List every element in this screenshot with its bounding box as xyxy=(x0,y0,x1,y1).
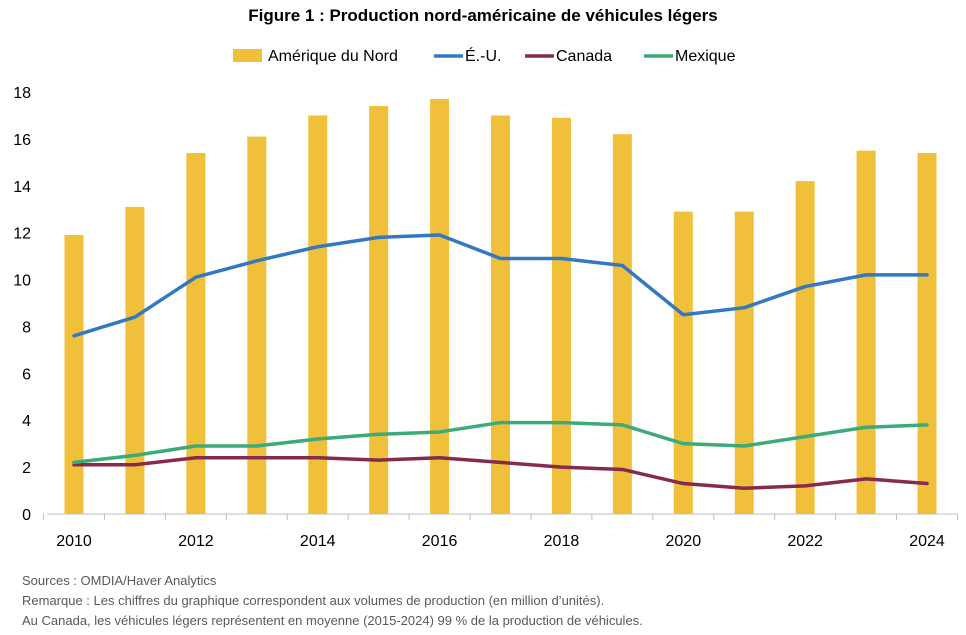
legend-label: É.-U. xyxy=(465,46,501,65)
y-tick-label: 0 xyxy=(22,507,31,524)
legend-label: Mexique xyxy=(675,48,736,65)
y-tick-label: 10 xyxy=(13,273,31,290)
bar-amerique-du-nord xyxy=(369,106,389,515)
x-tick-label: 2020 xyxy=(666,533,702,550)
bar-amerique-du-nord xyxy=(247,136,267,515)
bar-amerique-du-nord xyxy=(734,211,754,515)
x-tick-label: 2012 xyxy=(178,533,214,550)
remark-note: Remarque : Les chiffres du graphique cor… xyxy=(22,593,605,608)
x-tick-label: 2010 xyxy=(56,533,92,550)
x-tick-label: 2014 xyxy=(300,533,336,550)
line-mexique xyxy=(72,420,929,465)
legend-swatch xyxy=(233,49,262,62)
bar-amerique-du-nord xyxy=(125,206,145,514)
y-tick-label: 14 xyxy=(13,179,31,196)
x-tick-label: 2022 xyxy=(787,533,823,550)
y-tick-label: 12 xyxy=(13,226,31,243)
bar-amerique-du-nord xyxy=(612,134,632,514)
bar-amerique-du-nord xyxy=(673,211,693,515)
line--u- xyxy=(72,233,929,338)
legend-label: Amérique du Nord xyxy=(268,48,398,65)
y-tick-label: 16 xyxy=(13,132,31,149)
canada-note: Au Canada, les véhicules légers représen… xyxy=(22,613,643,628)
x-tick-label: 2024 xyxy=(909,533,945,550)
bar-amerique-du-nord xyxy=(917,152,937,514)
y-tick-label: 2 xyxy=(22,460,31,477)
bar-amerique-du-nord xyxy=(64,235,84,514)
y-tick-label: 6 xyxy=(22,366,31,383)
bar-amerique-du-nord xyxy=(186,152,206,514)
line-canada xyxy=(72,455,929,490)
legend-label: Canada xyxy=(556,48,612,65)
bar-amerique-du-nord xyxy=(430,99,450,515)
x-tick-label: 2016 xyxy=(422,533,458,550)
x-tick-label: 2018 xyxy=(544,533,580,550)
y-tick-label: 18 xyxy=(13,85,31,102)
bar-amerique-du-nord xyxy=(856,150,876,514)
bar-amerique-du-nord xyxy=(491,115,511,514)
y-tick-label: 8 xyxy=(22,319,31,336)
bar-amerique-du-nord xyxy=(795,181,815,515)
bar-amerique-du-nord xyxy=(308,115,328,514)
source-note: Sources : OMDIA/Haver Analytics xyxy=(22,573,217,588)
chart-title: Figure 1 : Production nord-américaine de… xyxy=(248,6,718,25)
y-tick-label: 4 xyxy=(22,413,31,430)
bar-amerique-du-nord xyxy=(551,117,571,515)
